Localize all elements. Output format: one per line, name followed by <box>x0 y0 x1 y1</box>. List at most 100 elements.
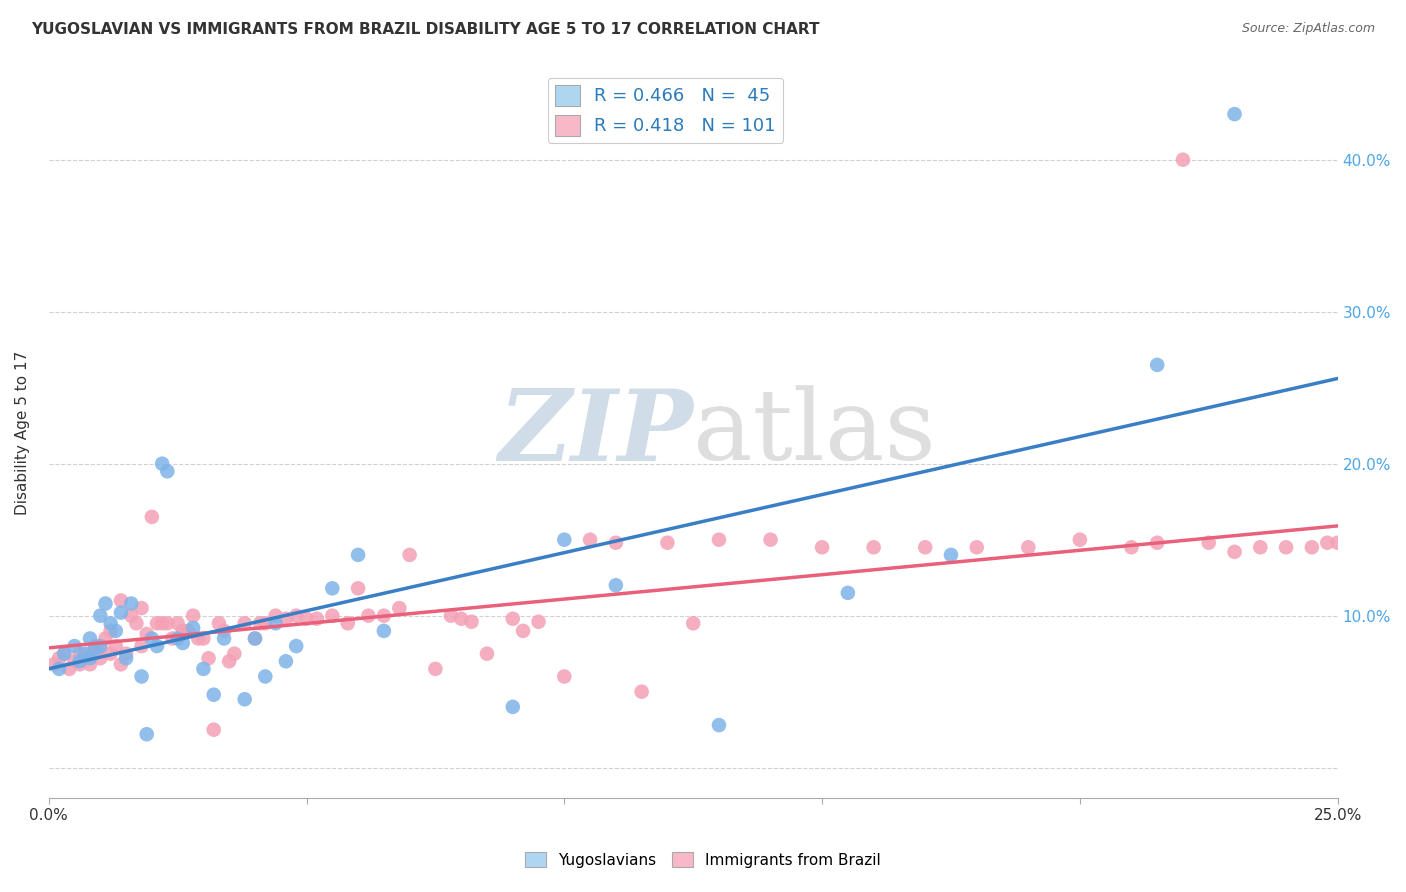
Point <box>1146 535 1168 549</box>
Point <box>110 593 132 607</box>
Point <box>1198 535 1220 549</box>
Point <box>141 632 163 646</box>
Point <box>939 548 962 562</box>
Point <box>1249 541 1271 555</box>
Point <box>63 639 86 653</box>
Point <box>193 662 215 676</box>
Point <box>120 608 142 623</box>
Y-axis label: Disability Age 5 to 17: Disability Age 5 to 17 <box>15 351 30 516</box>
Text: YUGOSLAVIAN VS IMMIGRANTS FROM BRAZIL DISABILITY AGE 5 TO 17 CORRELATION CHART: YUGOSLAVIAN VS IMMIGRANTS FROM BRAZIL DI… <box>31 22 820 37</box>
Point <box>460 615 482 629</box>
Point <box>425 662 447 676</box>
Point <box>1388 535 1406 549</box>
Point <box>398 548 420 562</box>
Point <box>79 657 101 672</box>
Point <box>605 578 627 592</box>
Point <box>89 651 111 665</box>
Point <box>84 639 107 653</box>
Point <box>233 616 256 631</box>
Point <box>73 647 96 661</box>
Point <box>527 615 550 629</box>
Point <box>233 692 256 706</box>
Point <box>285 639 308 653</box>
Point <box>295 612 318 626</box>
Point <box>1326 535 1348 549</box>
Point <box>193 632 215 646</box>
Point <box>202 688 225 702</box>
Point <box>1223 107 1246 121</box>
Point <box>156 616 179 631</box>
Point <box>100 624 122 638</box>
Point <box>110 606 132 620</box>
Point <box>373 624 395 638</box>
Point <box>48 662 70 676</box>
Point <box>212 624 235 638</box>
Point <box>79 647 101 661</box>
Point <box>162 632 184 646</box>
Point <box>1275 541 1298 555</box>
Point <box>181 608 204 623</box>
Point <box>512 624 534 638</box>
Point <box>104 624 127 638</box>
Point <box>305 612 328 626</box>
Point <box>254 669 277 683</box>
Point <box>125 616 148 631</box>
Point <box>218 654 240 668</box>
Point <box>388 601 411 615</box>
Point <box>156 464 179 478</box>
Point <box>63 654 86 668</box>
Point <box>135 627 157 641</box>
Point <box>1121 541 1143 555</box>
Point <box>69 647 91 661</box>
Point <box>630 684 652 698</box>
Point <box>264 616 287 631</box>
Point <box>440 608 463 623</box>
Point <box>759 533 782 547</box>
Point <box>53 647 76 661</box>
Text: Source: ZipAtlas.com: Source: ZipAtlas.com <box>1241 22 1375 36</box>
Point <box>131 601 153 615</box>
Point <box>146 616 169 631</box>
Point <box>212 632 235 646</box>
Point <box>357 608 380 623</box>
Point <box>579 533 602 547</box>
Point <box>202 723 225 737</box>
Point <box>131 669 153 683</box>
Point <box>208 616 231 631</box>
Point <box>84 642 107 657</box>
Point <box>249 616 271 631</box>
Point <box>862 541 884 555</box>
Point <box>94 632 117 646</box>
Point <box>1069 533 1091 547</box>
Point <box>58 662 80 676</box>
Point <box>42 657 65 672</box>
Point <box>336 616 359 631</box>
Point <box>837 586 859 600</box>
Point <box>110 657 132 672</box>
Point <box>120 597 142 611</box>
Point <box>254 616 277 631</box>
Point <box>682 616 704 631</box>
Point <box>224 647 246 661</box>
Point <box>347 548 370 562</box>
Point <box>707 718 730 732</box>
Point <box>1353 535 1375 549</box>
Point <box>1403 535 1406 549</box>
Point <box>79 651 101 665</box>
Point <box>1171 153 1194 167</box>
Point <box>100 616 122 631</box>
Legend: Yugoslavians, Immigrants from Brazil: Yugoslavians, Immigrants from Brazil <box>519 846 887 873</box>
Point <box>502 612 524 626</box>
Point <box>104 639 127 653</box>
Point <box>69 657 91 672</box>
Point <box>657 535 679 549</box>
Point <box>100 647 122 661</box>
Point <box>197 651 219 665</box>
Point <box>73 651 96 665</box>
Point <box>172 624 194 638</box>
Point <box>187 632 209 646</box>
Legend: R = 0.466   N =  45, R = 0.418   N = 101: R = 0.466 N = 45, R = 0.418 N = 101 <box>547 78 783 143</box>
Point <box>553 533 575 547</box>
Point <box>172 636 194 650</box>
Point <box>475 647 498 661</box>
